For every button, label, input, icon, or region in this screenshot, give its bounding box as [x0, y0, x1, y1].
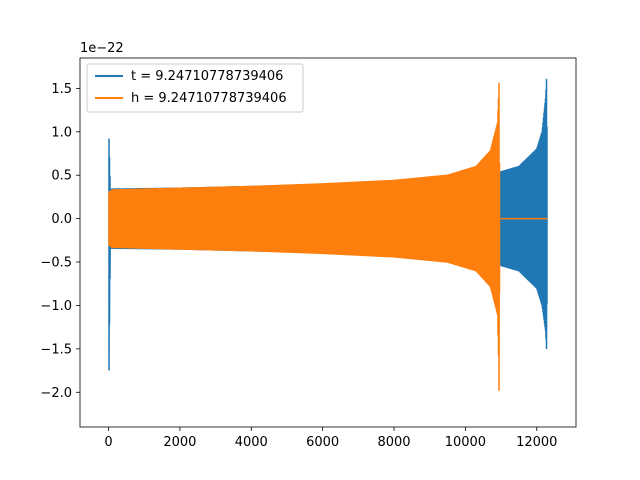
- y-offset-label: 1e−22: [80, 41, 124, 56]
- series-line-h: [108, 82, 548, 391]
- x-tick-label: 4000: [235, 435, 268, 450]
- y-tick-label: 1.5: [51, 82, 72, 97]
- y-tick-label: −2.0: [40, 386, 72, 401]
- x-tick-label: 12000: [516, 435, 557, 450]
- y-tick-label: 0.0: [51, 212, 72, 227]
- x-tick-label: 8000: [377, 435, 410, 450]
- y-tick-label: −1.0: [40, 299, 72, 314]
- axes-frame: [79, 57, 577, 428]
- legend-label-t: t = 9.24710778739406: [131, 69, 283, 84]
- series-layer: [108, 78, 548, 391]
- legend-label-h: h = 9.24710778739406: [131, 91, 287, 106]
- y-tick-label: −0.5: [40, 256, 72, 271]
- legend: t = 9.24710778739406 h = 9.2471077873940…: [86, 63, 304, 113]
- y-tick-label: −1.5: [40, 342, 72, 357]
- x-tick-label: 6000: [306, 435, 339, 450]
- x-tick-label: 2000: [163, 435, 196, 450]
- x-tick-label: 10000: [445, 435, 486, 450]
- y-tick-label: 1.0: [51, 125, 72, 140]
- y-axis: −2.0 −1.5 −1.0 −0.5 0.0 0.5 1.0 1.5: [40, 82, 80, 401]
- x-tick-label: 0: [104, 435, 112, 450]
- x-axis: 0 2000 4000 6000 8000 10000 12000: [104, 427, 557, 450]
- legend-box: [86, 63, 304, 113]
- y-tick-label: 0.5: [51, 169, 72, 184]
